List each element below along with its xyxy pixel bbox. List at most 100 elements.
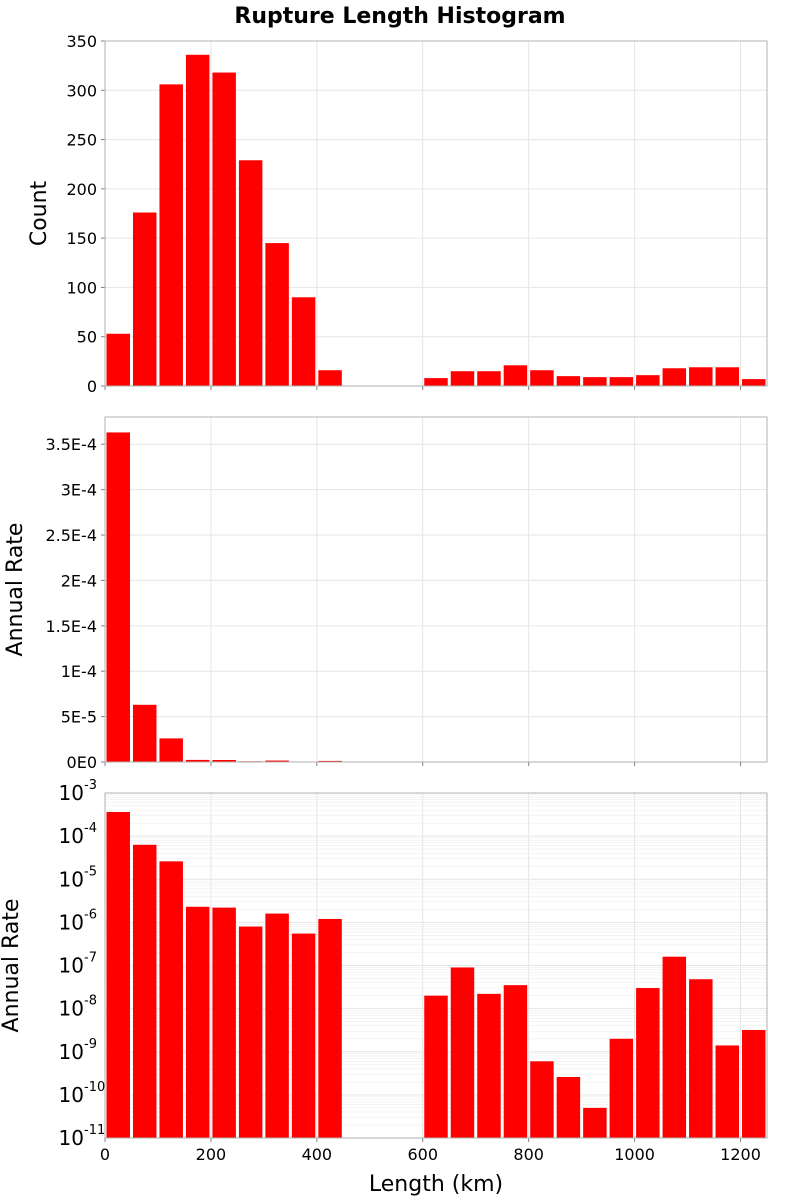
x-tick-label: 600 bbox=[407, 1145, 438, 1164]
y-axis-label: Annual Rate bbox=[3, 523, 28, 657]
bar bbox=[291, 933, 316, 1138]
y-tick-exponent: -7 bbox=[84, 951, 97, 966]
panels: 050100150200250300350Count0E05E-51E-41.5… bbox=[0, 32, 768, 1164]
y-tick-label: 1E-4 bbox=[61, 662, 97, 681]
bar bbox=[132, 844, 157, 1138]
y-tick-label: 10 bbox=[59, 867, 84, 891]
bar bbox=[318, 918, 342, 1138]
bar bbox=[318, 370, 342, 386]
y-tick-exponent: -6 bbox=[84, 907, 97, 922]
bar bbox=[424, 378, 448, 386]
y-tick-label: 10 bbox=[59, 1040, 84, 1064]
y-tick-label: 5E-5 bbox=[61, 708, 97, 727]
plot-frame bbox=[104, 40, 768, 387]
bar bbox=[265, 913, 289, 1138]
y-tick-exponent: -10 bbox=[84, 1080, 105, 1095]
bar bbox=[159, 861, 183, 1138]
bar bbox=[291, 297, 316, 386]
bar bbox=[159, 84, 183, 386]
x-tick-label: 0 bbox=[100, 1145, 110, 1164]
y-tick-label: 10 bbox=[59, 1126, 84, 1150]
y-tick-label: 300 bbox=[66, 81, 97, 100]
bar bbox=[609, 377, 634, 386]
bar bbox=[238, 160, 263, 386]
bar bbox=[662, 956, 687, 1138]
bar bbox=[556, 376, 581, 386]
y-tick-label: 0E0 bbox=[67, 753, 97, 772]
y-tick-label: 3E-4 bbox=[61, 481, 97, 500]
bar bbox=[503, 985, 528, 1138]
bar bbox=[477, 993, 501, 1138]
bar bbox=[106, 333, 130, 386]
y-tick-label: 10 bbox=[59, 997, 84, 1021]
y-tick-label: 10 bbox=[59, 954, 84, 978]
plot-frame bbox=[104, 792, 768, 1139]
bar bbox=[318, 760, 342, 762]
y-tick-label: 0 bbox=[87, 377, 97, 396]
y-tick-label: 150 bbox=[66, 229, 97, 248]
bar bbox=[265, 243, 289, 386]
y-tick-label: 250 bbox=[66, 131, 97, 150]
bar bbox=[132, 704, 157, 762]
bar bbox=[583, 377, 607, 386]
y-tick-exponent: -8 bbox=[84, 994, 97, 1009]
y-tick-label: 10 bbox=[59, 824, 84, 848]
y-axis-label: Count bbox=[27, 180, 52, 246]
y-tick-exponent: -5 bbox=[84, 864, 97, 879]
y-tick-label: 10 bbox=[59, 781, 84, 805]
bar bbox=[742, 1029, 766, 1138]
x-tick-label: 400 bbox=[302, 1145, 333, 1164]
x-tick-label: 1000 bbox=[614, 1145, 655, 1164]
bar bbox=[212, 72, 236, 387]
y-tick-label: 10 bbox=[59, 910, 84, 934]
bar bbox=[450, 371, 475, 386]
y-tick-label: 2.5E-4 bbox=[45, 526, 97, 545]
bar bbox=[212, 760, 236, 762]
y-tick-label: 50 bbox=[77, 328, 97, 347]
bar bbox=[583, 1107, 607, 1138]
y-axis-label: Annual Rate bbox=[0, 899, 24, 1033]
bar bbox=[662, 368, 687, 386]
bar bbox=[132, 212, 157, 386]
plot-frame bbox=[104, 416, 768, 763]
y-tick-label: 100 bbox=[66, 278, 97, 297]
bar bbox=[238, 926, 263, 1138]
y-tick-label: 3.5E-4 bbox=[45, 435, 97, 454]
bar bbox=[106, 811, 130, 1138]
bar bbox=[715, 367, 740, 386]
x-tick-label: 1200 bbox=[720, 1145, 761, 1164]
x-tick-label: 200 bbox=[196, 1145, 227, 1164]
x-axis-label: Length (km) bbox=[369, 1172, 503, 1197]
bar bbox=[185, 759, 210, 762]
bar bbox=[715, 1045, 740, 1138]
bar bbox=[424, 995, 448, 1138]
bar bbox=[185, 54, 210, 387]
y-tick-label: 10 bbox=[59, 1083, 84, 1107]
bar bbox=[159, 738, 183, 762]
bar bbox=[689, 979, 713, 1138]
bar bbox=[609, 1038, 634, 1138]
panel-count: 0 50 100 150 200 250 300 350 Count bbox=[27, 32, 768, 396]
y-tick-label: 350 bbox=[66, 32, 97, 51]
y-tick-exponent: -9 bbox=[84, 1037, 97, 1052]
y-tick-label: 1.5E-4 bbox=[45, 617, 97, 636]
bar bbox=[636, 375, 660, 386]
y-tick-label: 200 bbox=[66, 180, 97, 199]
panel-rate-linear: 0E0 5E-5 1E-4 1.5E-4 2E-4 2.5E-4 3E-4 3.5E-4 Ann… bbox=[3, 416, 768, 772]
bar bbox=[450, 967, 475, 1138]
bar bbox=[106, 432, 130, 762]
bar bbox=[530, 370, 554, 386]
bar bbox=[689, 367, 713, 386]
y-tick-exponent: -11 bbox=[84, 1123, 105, 1138]
y-tick-exponent: -4 bbox=[84, 821, 97, 836]
bar bbox=[530, 1061, 554, 1138]
bar bbox=[477, 371, 501, 386]
bar bbox=[556, 1076, 581, 1138]
plot-area bbox=[104, 416, 768, 763]
x-tick-label: 800 bbox=[513, 1145, 544, 1164]
bar bbox=[503, 365, 528, 386]
chart-title: Rupture Length Histogram bbox=[234, 4, 565, 29]
bar bbox=[265, 760, 289, 762]
